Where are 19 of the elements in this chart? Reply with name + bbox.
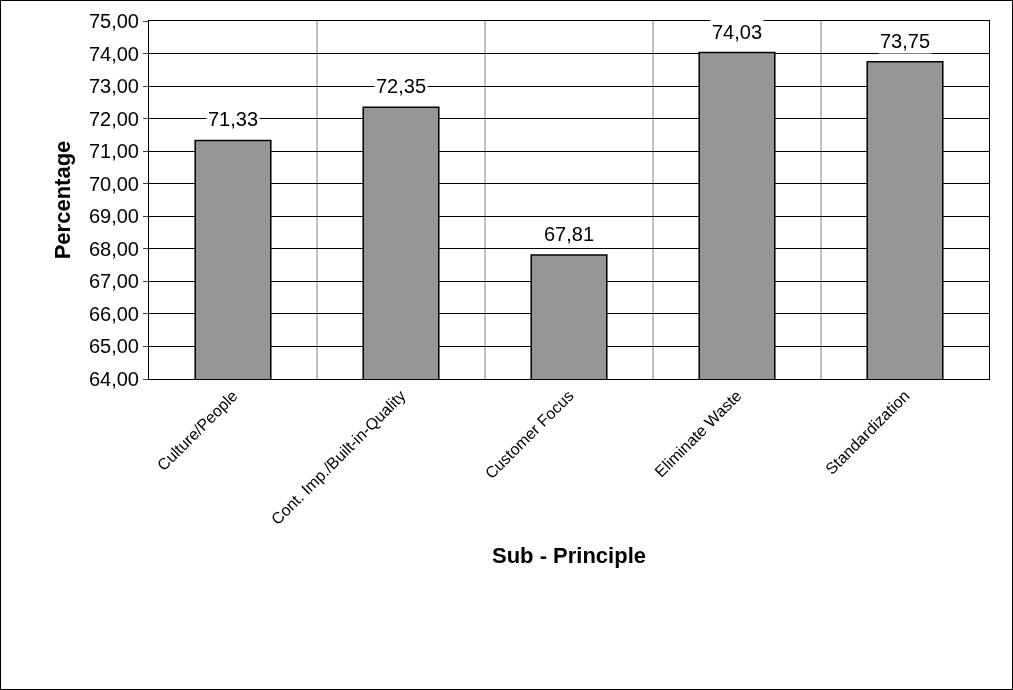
y-tick-label: 68,00 <box>88 237 139 260</box>
y-tick-label: 74,00 <box>88 42 139 65</box>
y-tick-label: 66,00 <box>88 302 139 325</box>
x-axis-title: Sub - Principle <box>491 542 647 568</box>
y-tick-label: 73,00 <box>88 75 139 98</box>
data-label: 72,35 <box>376 75 427 97</box>
y-tick-label: 65,00 <box>88 335 139 358</box>
data-label: 71,33 <box>208 108 259 130</box>
y-tick-label: 70,00 <box>88 172 139 195</box>
data-label: 67,81 <box>544 223 595 245</box>
data-label: 73,75 <box>880 30 931 52</box>
y-tick-label: 71,00 <box>88 140 139 163</box>
y-axis-title: Percentage <box>49 140 75 260</box>
data-label: 74,03 <box>712 21 763 43</box>
y-tick-label: 69,00 <box>88 205 139 228</box>
y-tick-label: 64,00 <box>88 368 139 390</box>
y-tick-label: 75,00 <box>88 10 139 32</box>
y-tick-label: 72,00 <box>88 107 139 130</box>
y-tick-label: 67,00 <box>88 270 139 293</box>
